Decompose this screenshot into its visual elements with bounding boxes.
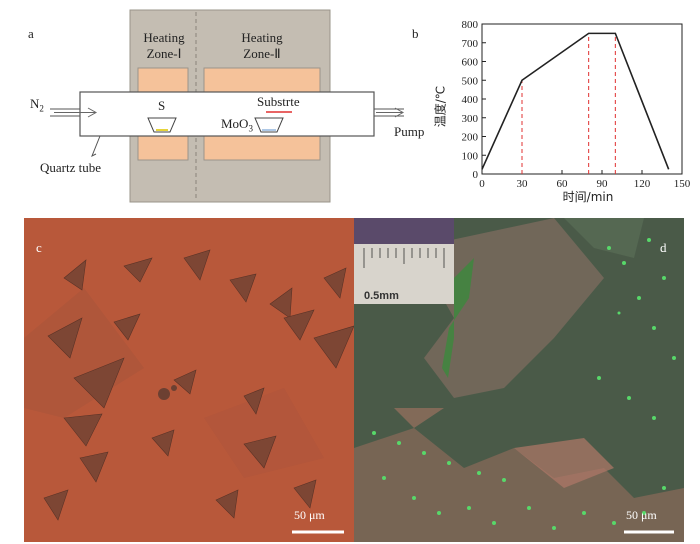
ruler-label: 0.5mm [364,290,399,302]
y-tick-label: 600 [462,57,479,69]
micrograph-c-image [24,218,354,542]
flake [243,387,265,415]
flake [229,273,257,303]
zone1-title: Heating Zone-Ⅰ [143,30,185,61]
flake [323,267,347,299]
x-tick-label: 90 [597,178,609,190]
plot-frame [481,23,683,175]
heater-zone2-top [203,67,321,93]
x-tick-label: 0 [479,178,485,190]
x-tick-label: 60 [557,178,569,190]
x-tick-label: 30 [517,178,529,190]
y-tick-label: 300 [462,113,479,125]
y-tick-label: 200 [462,132,479,144]
micrograph-d: 0.5mm d 50 μm [354,218,684,542]
flake [47,317,83,359]
panel-d-label: d [660,240,667,255]
y-tick-label: 400 [462,94,479,106]
flake [283,309,315,341]
furnace-diagram [50,9,405,203]
quartz-leader [91,135,101,158]
heater-zone2-bottom [203,135,321,161]
flake [63,259,87,291]
flake [173,369,197,395]
flake [43,489,69,521]
temperature-series-line [481,32,670,170]
flake [243,435,277,469]
flake [313,325,354,369]
flake [215,489,239,519]
scale-label-d: 50 μm [626,508,657,522]
moo3-label: MoO3 [221,116,253,134]
y-tick-label: 100 [462,150,479,162]
y-tick-label: 500 [462,75,479,87]
flake [63,413,103,447]
x-tick-label: 150 [674,178,691,190]
x-tick-label: 120 [634,178,651,190]
y-tick-label: 800 [462,19,479,31]
outlet-arrow-icon [376,107,405,118]
scale-label-c: 50 μm [294,508,325,522]
sulfur-boat [147,117,177,133]
flake [269,287,293,319]
y-tick-label: 700 [462,38,479,50]
heater-zone1-bottom [137,135,189,161]
moo3-boat [254,117,284,133]
flake [79,451,109,483]
flake [113,313,141,341]
heater-zone1-top [137,67,189,93]
panel-c-label: c [36,240,42,255]
flake [183,249,211,281]
panel-a-label: a [28,26,34,41]
flake [73,357,125,409]
micrograph-c: c 50 μm [24,218,354,542]
inlet-arrow-icon [54,107,98,118]
flake [151,429,175,457]
micrograph-d-image [354,218,684,542]
flake [293,479,317,509]
panel-a: a Heating Zone-Ⅰ Heating Zone-Ⅱ N2 S Subst… [0,0,430,210]
sulfur-label: S [158,98,166,113]
pump-label: Pump [394,124,425,139]
chart-ylabel: 温度/℃ [433,85,448,128]
y-tick-label: 0 [473,169,479,181]
temperature-chart: 0 30 60 90 120 150 0 100 200 300 400 500 600 700 800 [462,19,691,190]
substrate-label: Substrte [257,94,300,109]
zone2-title: Heating Zone-Ⅱ [241,30,283,61]
chart-xlabel: 时间/min [562,190,614,204]
quartz-tube [79,91,375,137]
flake [123,257,153,283]
quartz-tube-label: Quartz tube [40,160,102,175]
n2-label: N2 [30,96,44,114]
panel-b-label: b [412,26,419,41]
